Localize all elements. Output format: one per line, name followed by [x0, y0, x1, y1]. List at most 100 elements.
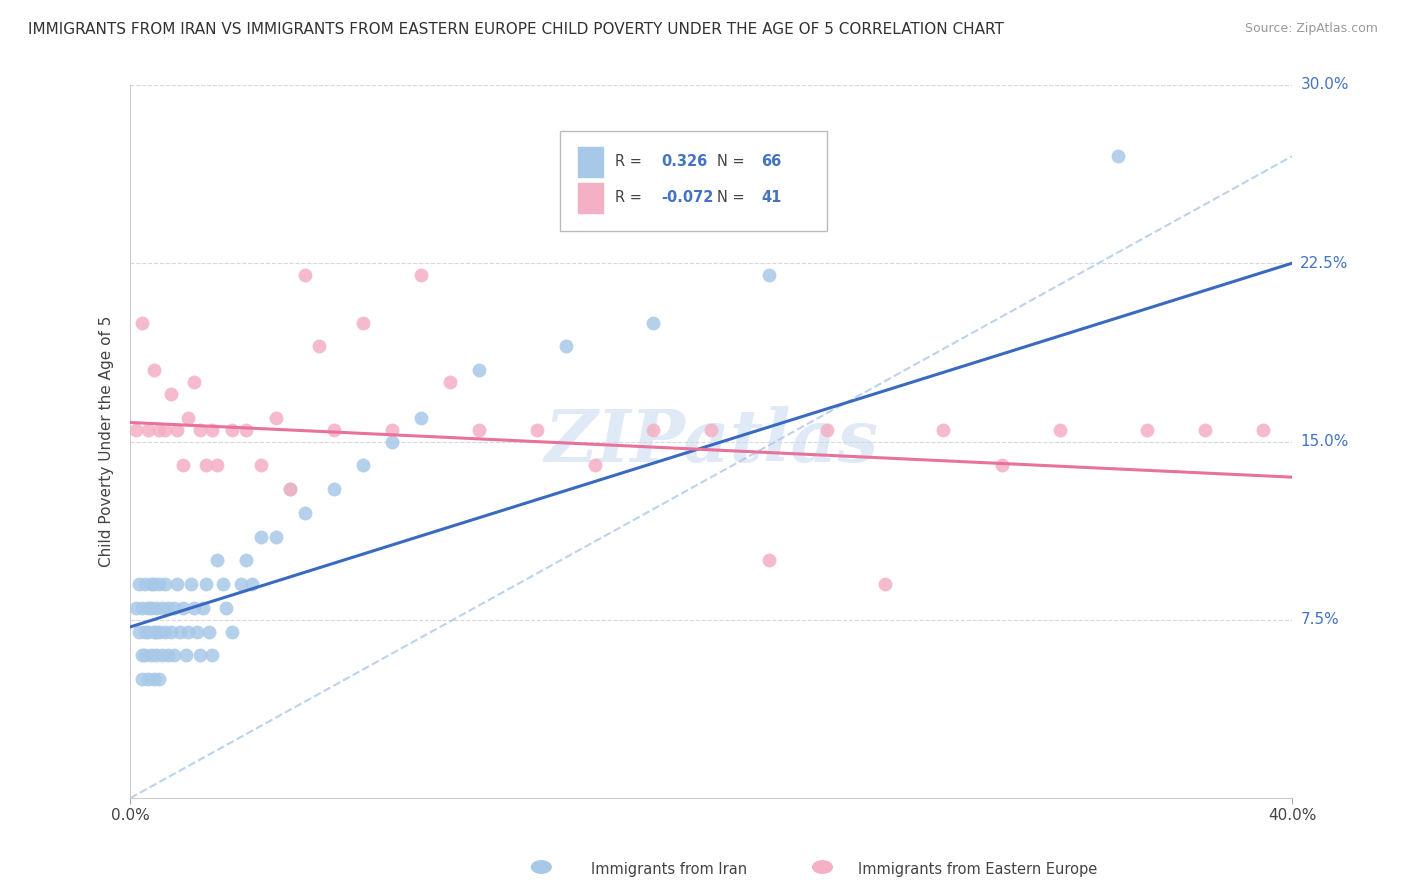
- Point: [468, 363, 491, 377]
- Point: [932, 423, 955, 437]
- Point: [174, 648, 197, 663]
- Point: [235, 553, 257, 567]
- Point: [142, 624, 165, 639]
- Point: [148, 672, 170, 686]
- Point: [555, 339, 578, 353]
- Point: [250, 530, 273, 544]
- Point: [142, 672, 165, 686]
- Text: R =: R =: [614, 190, 647, 205]
- Point: [264, 410, 287, 425]
- Point: [381, 434, 404, 449]
- Point: [153, 423, 176, 437]
- Point: [188, 423, 211, 437]
- Point: [221, 423, 243, 437]
- Point: [148, 624, 170, 639]
- Text: 22.5%: 22.5%: [1301, 256, 1348, 270]
- Text: ZIPatlas: ZIPatlas: [544, 406, 879, 477]
- Text: 30.0%: 30.0%: [1301, 78, 1348, 93]
- Point: [136, 600, 159, 615]
- Point: [207, 458, 229, 473]
- Point: [294, 506, 316, 520]
- Point: [128, 624, 150, 639]
- Point: [1107, 149, 1129, 163]
- Point: [352, 316, 374, 330]
- Point: [815, 423, 838, 437]
- Point: [583, 458, 606, 473]
- Point: [322, 482, 344, 496]
- Point: [163, 600, 186, 615]
- Point: [150, 600, 173, 615]
- Point: [1049, 423, 1071, 437]
- Point: [150, 648, 173, 663]
- Point: [172, 458, 194, 473]
- Point: [278, 482, 301, 496]
- Point: [188, 648, 211, 663]
- Point: [264, 530, 287, 544]
- Point: [131, 600, 153, 615]
- Point: [322, 423, 344, 437]
- Point: [134, 624, 156, 639]
- Point: [1194, 423, 1216, 437]
- Bar: [578, 183, 603, 212]
- Text: 0.326: 0.326: [661, 154, 707, 169]
- Point: [875, 577, 897, 591]
- Text: Immigrants from Eastern Europe: Immigrants from Eastern Europe: [858, 863, 1097, 877]
- Point: [235, 423, 257, 437]
- Text: IMMIGRANTS FROM IRAN VS IMMIGRANTS FROM EASTERN EUROPE CHILD POVERTY UNDER THE A: IMMIGRANTS FROM IRAN VS IMMIGRANTS FROM …: [28, 22, 1004, 37]
- Point: [131, 316, 153, 330]
- Text: 7.5%: 7.5%: [1301, 612, 1339, 627]
- Point: [186, 624, 208, 639]
- Point: [641, 316, 664, 330]
- Point: [157, 648, 180, 663]
- Text: 66: 66: [761, 154, 782, 169]
- Point: [240, 577, 263, 591]
- Point: [136, 423, 159, 437]
- Point: [201, 648, 224, 663]
- Point: [145, 600, 167, 615]
- Point: [229, 577, 252, 591]
- Point: [207, 553, 229, 567]
- Point: [250, 458, 273, 473]
- Point: [180, 577, 202, 591]
- Text: N =: N =: [717, 190, 749, 205]
- Point: [177, 410, 200, 425]
- Point: [128, 577, 150, 591]
- Point: [201, 423, 224, 437]
- Point: [212, 577, 235, 591]
- FancyBboxPatch shape: [560, 131, 827, 231]
- Point: [468, 423, 491, 437]
- Point: [308, 339, 330, 353]
- Point: [142, 577, 165, 591]
- Point: [136, 672, 159, 686]
- Point: [139, 648, 162, 663]
- Point: [125, 600, 148, 615]
- Point: [439, 375, 461, 389]
- Point: [381, 423, 404, 437]
- Point: [134, 577, 156, 591]
- Point: [352, 458, 374, 473]
- Point: [160, 624, 183, 639]
- Point: [148, 423, 170, 437]
- Point: [409, 268, 432, 282]
- Bar: [578, 147, 603, 177]
- Point: [172, 600, 194, 615]
- Point: [157, 600, 180, 615]
- Point: [700, 423, 723, 437]
- Text: 41: 41: [761, 190, 782, 205]
- Point: [169, 624, 191, 639]
- Text: Source: ZipAtlas.com: Source: ZipAtlas.com: [1244, 22, 1378, 36]
- Point: [145, 648, 167, 663]
- Point: [183, 600, 205, 615]
- Point: [153, 624, 176, 639]
- Point: [131, 648, 153, 663]
- Point: [278, 482, 301, 496]
- Point: [134, 648, 156, 663]
- Point: [183, 375, 205, 389]
- Point: [145, 624, 167, 639]
- Point: [197, 624, 219, 639]
- Point: [148, 577, 170, 591]
- Point: [194, 458, 217, 473]
- Point: [166, 577, 188, 591]
- Point: [194, 577, 217, 591]
- Point: [131, 672, 153, 686]
